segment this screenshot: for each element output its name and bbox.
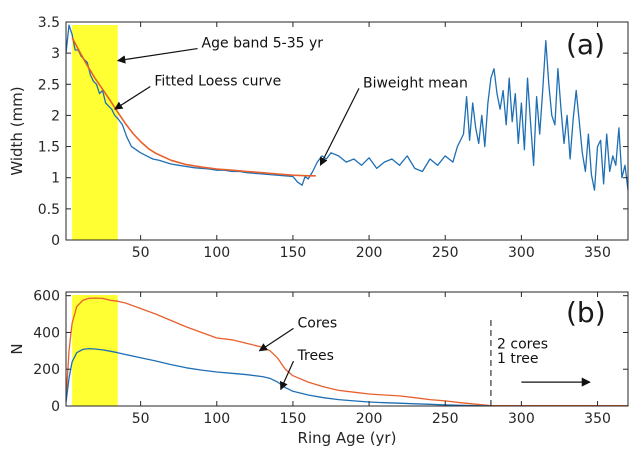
- panel-b-x-tick-label: 50: [132, 411, 150, 427]
- panel-a-arrow-loess: [114, 86, 151, 110]
- panel-b-x-tick-label: 200: [356, 411, 383, 427]
- panel-a-frame: [65, 21, 629, 241]
- panel-a-x-tick-label: 100: [203, 245, 230, 261]
- panel-a-annotation-loess: Fitted Loess curve: [154, 74, 281, 90]
- panel-b-cores-line: [65, 297, 490, 407]
- panel-a-ylabel: Width (mm): [8, 86, 26, 175]
- panel-b-arrow-cores: [258, 327, 294, 352]
- panel-b-y-tick-label: 400: [33, 325, 60, 341]
- panel-a-arrow-biweight: [319, 88, 360, 167]
- panel-a-arrow-age-band: [116, 47, 198, 64]
- panel-a-x-tick-label: 350: [584, 245, 611, 261]
- panel-a-y-tick-label: 2.5: [38, 77, 60, 93]
- panel-a-annotation-age-band: Age band 5-35 yr: [202, 36, 324, 52]
- panel-b-x-tick-label: 300: [508, 411, 535, 427]
- panel-b: 50 100 150 200 250 300 350 0 200 400 600 N Ring A…: [8, 289, 629, 447]
- panel-b-y-tick-label: 0: [51, 399, 60, 415]
- panel-a-y-tick-label: 2: [51, 108, 60, 124]
- panel-b-annotation-trees: Trees: [297, 348, 334, 364]
- panel-a-y-tick-label: 3.5: [38, 15, 60, 31]
- panel-a-age-band-highlight: [72, 25, 118, 240]
- panel-b-annotation-cores: Cores: [298, 315, 338, 331]
- panel-a-label: (a): [566, 28, 605, 61]
- panel-a-loess-curve-line: [71, 37, 316, 177]
- panel-a: 50 100 150 200 250 300 350 0 0.5 1 1.5 2 2.5 3 3.5 Wi…: [8, 15, 629, 261]
- panel-b-arrow-trees: [280, 360, 295, 391]
- panel-a-y-tick-label: 0: [51, 233, 60, 249]
- panel-b-trees-line: [65, 347, 490, 407]
- panel-a-y-tick-label: 3: [51, 46, 60, 62]
- panel-b-annotation-tail-note-1: 2 cores: [497, 336, 548, 352]
- panel-a-ring-width-series-line: [65, 24, 629, 191]
- panel-a-x-tick-label: 300: [508, 245, 535, 261]
- panel-a-plot-area: [65, 24, 629, 240]
- panel-b-xlabel: Ring Age (yr): [298, 429, 397, 447]
- panel-b-ylabel: N: [8, 343, 26, 354]
- panel-b-label: (b): [566, 296, 606, 329]
- panel-b-x-ticks: 50 100 150 200 250 300 350: [132, 292, 611, 427]
- panel-a-x-tick-label: 50: [132, 245, 150, 261]
- panel-a-x-tick-label: 250: [432, 245, 459, 261]
- panel-a-y-ticks: 0 0.5 1 1.5 2 2.5 3 3.5: [38, 15, 628, 249]
- panel-b-annotation-tail-note-2: 1 tree: [497, 351, 539, 367]
- panel-a-x-tick-label: 150: [280, 245, 307, 261]
- panel-b-age-band-highlight: [72, 295, 118, 406]
- panel-a-y-tick-label: 0.5: [38, 202, 60, 218]
- panel-b-x-tick-label: 150: [280, 411, 307, 427]
- panel-a-annotations: Age band 5-35 yr Fitted Loess curve Biweig…: [114, 36, 468, 167]
- panel-b-frame: [65, 291, 629, 407]
- panel-b-y-tick-label: 600: [33, 289, 60, 305]
- panel-a-y-tick-label: 1: [51, 171, 60, 187]
- panel-b-x-tick-label: 250: [432, 411, 459, 427]
- panel-b-y-tick-label: 200: [33, 362, 60, 378]
- panel-b-x-tick-label: 100: [203, 411, 230, 427]
- panel-a-y-tick-label: 1.5: [38, 140, 60, 156]
- panel-a-annotation-biweight: Biweight mean: [363, 75, 468, 91]
- panel-b-y-ticks: 0 200 400 600: [33, 289, 628, 415]
- panel-a-x-ticks: 50 100 150 200 250 300 350: [132, 22, 611, 261]
- panel-a-x-tick-label: 200: [356, 245, 383, 261]
- panel-b-x-tick-label: 350: [584, 411, 611, 427]
